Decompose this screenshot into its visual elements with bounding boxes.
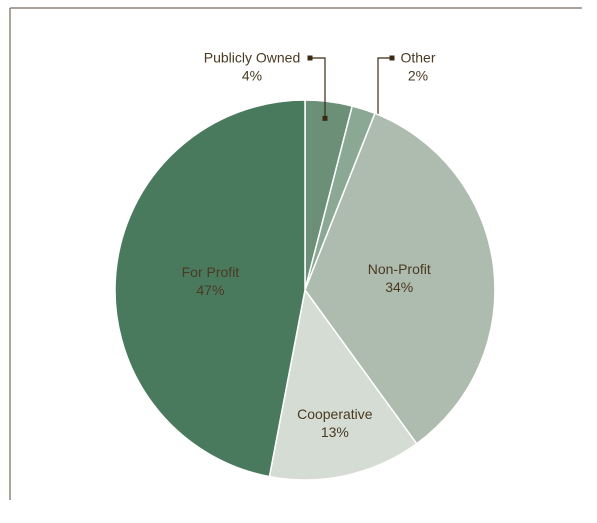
value-label: 4% xyxy=(242,68,262,84)
slice-label: Publicly Owned xyxy=(204,50,301,66)
leader-line xyxy=(310,57,326,119)
slice-label: For Profit xyxy=(182,264,240,280)
value-label: 34% xyxy=(385,279,413,295)
pie-slice xyxy=(114,99,306,478)
leader-dot xyxy=(307,55,313,61)
leader-line xyxy=(377,57,392,126)
leader-dot xyxy=(322,115,328,121)
leader-dot xyxy=(389,55,395,61)
slice-label: Other xyxy=(400,50,435,66)
value-label: 13% xyxy=(321,424,349,440)
pie-slice xyxy=(304,112,496,445)
pie-slice xyxy=(268,288,418,481)
slice-label: Cooperative xyxy=(297,406,373,422)
slice-label: Non-Profit xyxy=(368,261,431,277)
value-label: 47% xyxy=(196,282,224,298)
value-label: 2% xyxy=(408,68,428,84)
